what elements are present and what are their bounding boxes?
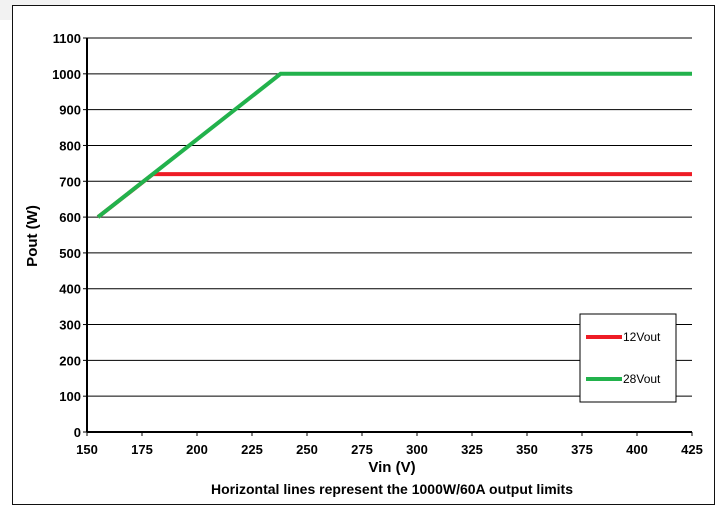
y-tick-label-300: 300 <box>59 318 81 333</box>
y-tick-label-800: 800 <box>59 138 81 153</box>
axes <box>83 37 693 436</box>
legend-box <box>579 313 677 403</box>
x-tick-label-200: 200 <box>186 442 208 457</box>
y-tick-label-0: 0 <box>74 425 81 440</box>
x-tick-label-425: 425 <box>681 442 703 457</box>
series-lines <box>96 71 692 219</box>
x-tick-label-175: 175 <box>131 442 153 457</box>
y-tick-label-900: 900 <box>59 103 81 118</box>
y-tick-label-1100: 1100 <box>53 31 81 46</box>
y-tick-label-200: 200 <box>59 353 81 368</box>
chart-caption: Horizontal lines represent the 1000W/60A… <box>211 481 573 497</box>
y-tick-label-1000: 1000 <box>52 67 81 82</box>
series-line-28vout <box>96 71 692 219</box>
x-tick-label-250: 250 <box>296 442 318 457</box>
y-tick-label-600: 600 <box>59 210 81 225</box>
y-tick-label-400: 400 <box>59 282 81 297</box>
legend-label-28vout: 28Vout <box>623 372 661 386</box>
x-tick-label-400: 400 <box>626 442 648 457</box>
y-tick-label-700: 700 <box>59 174 81 189</box>
y-axis-title: Pout (W) <box>24 205 41 267</box>
x-tick-label-225: 225 <box>241 442 263 457</box>
y-tick-label-500: 500 <box>59 246 81 261</box>
x-tick-label-275: 275 <box>351 442 373 457</box>
x-tick-label-375: 375 <box>571 442 593 457</box>
x-tick-label-350: 350 <box>516 442 538 457</box>
x-axis-title: Vin (V) <box>368 459 415 476</box>
series-line-12vout <box>96 172 692 219</box>
y-tick-label-100: 100 <box>59 389 81 404</box>
legend: 12Vout 28Vout <box>579 313 677 403</box>
x-tick-label-325: 325 <box>461 442 483 457</box>
x-tick-label-300: 300 <box>406 442 428 457</box>
x-tick-label-150: 150 <box>76 442 98 457</box>
tick-labels: 0 100 200 300 400 500 600 700 800 900 1000 1100 150 1… <box>52 31 703 457</box>
legend-label-12vout: 12Vout <box>623 330 661 344</box>
chart-frame <box>12 5 715 505</box>
